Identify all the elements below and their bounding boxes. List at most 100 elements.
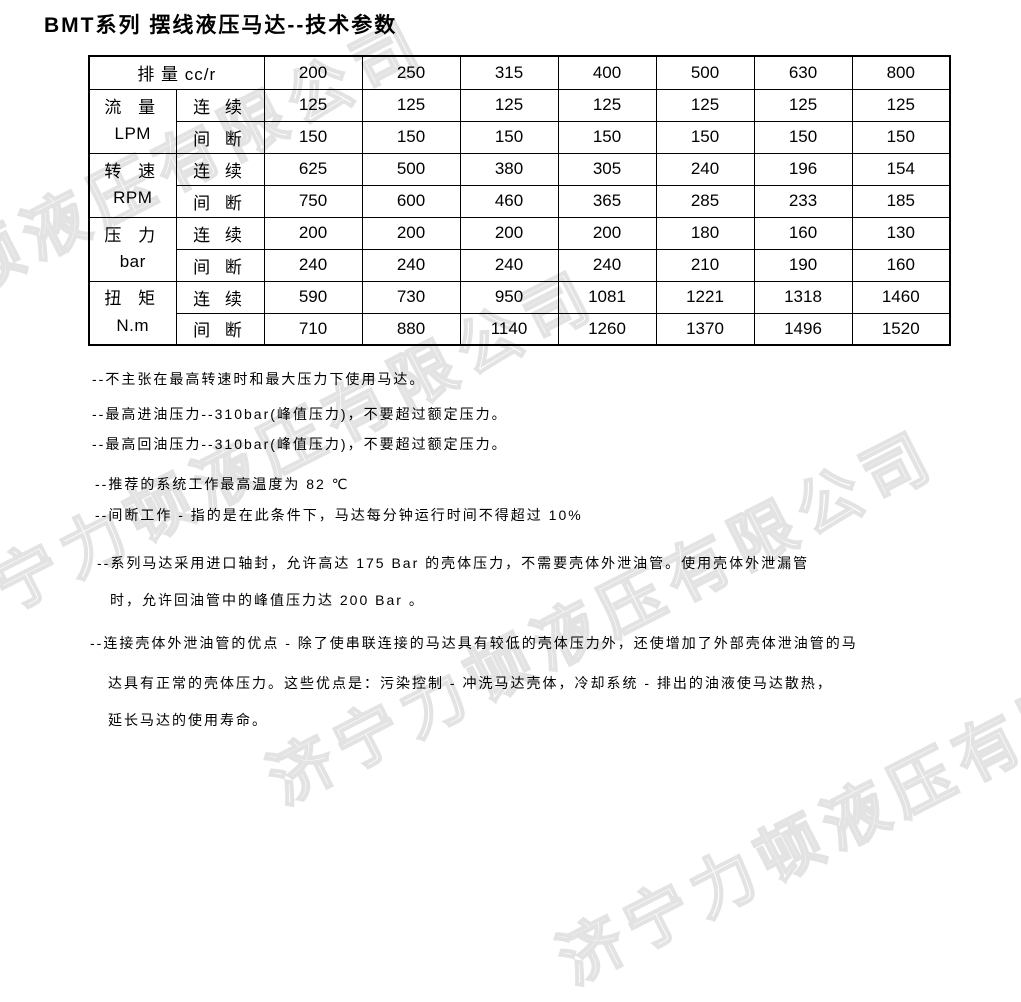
table-cell: 380 <box>459 152 559 186</box>
table-cell: 240 <box>557 248 657 282</box>
table-cell: 125 <box>459 88 559 122</box>
note-line: --最高回油压力--310bar(峰值压力)，不要超过额定压力。 <box>92 436 508 452</box>
table-cell: 160 <box>851 248 951 282</box>
table-row-flow-continuous: 流 量 LPM 连 续 125 125 125 125 125 125 125 <box>88 88 951 154</box>
table-cell: 625 <box>263 152 363 186</box>
table-cell: 130 <box>851 216 951 250</box>
document-page: 济宁力顿液压有限公司 济宁力顿液压有限公司 济宁力顿液压有限公司 济宁力顿液压有… <box>0 6 1021 998</box>
table-cell: 460 <box>459 184 559 218</box>
table-row-speed-continuous: 转 速 RPM 连 续 625 500 380 305 240 196 154 <box>88 152 951 218</box>
document-content: BMT系列 摆线液压马达--技术参数 排 量 cc/r 200 250 315 … <box>44 14 951 728</box>
table-cell: 196 <box>753 152 853 186</box>
table-row-pressure-continuous: 压 力 bar 连 续 200 200 200 200 180 160 130 <box>88 216 951 282</box>
group-name: 扭 矩 <box>104 289 162 309</box>
mode-label: 间 断 <box>175 184 265 218</box>
table-cell: 125 <box>557 88 657 122</box>
table-cell: 1140 <box>459 312 559 346</box>
displacement-header: 排 量 cc/r <box>88 55 265 90</box>
displacement-value: 250 <box>361 55 461 90</box>
note-line: 时，允许回油管中的峰值压力达 200 Bar 。 <box>110 592 425 608</box>
table-cell: 125 <box>753 88 853 122</box>
table-header-row: 排 量 cc/r 200 250 315 400 500 630 800 <box>88 55 951 90</box>
mode-label: 连 续 <box>175 280 265 314</box>
table-cell: 880 <box>361 312 461 346</box>
table-row-torque-intermittent: 间 断 710 880 1140 1260 1370 1496 1520 <box>89 312 951 346</box>
group-label-pressure: 压 力 bar <box>88 216 177 282</box>
note-line: 达具有正常的壳体压力。这些优点是：污染控制 - 冲洗马达壳体，冷却系统 - 排出… <box>108 675 833 691</box>
table-cell: 1318 <box>753 280 853 314</box>
table-cell: 150 <box>655 120 755 154</box>
table-cell: 240 <box>459 248 559 282</box>
table-cell: 180 <box>655 216 755 250</box>
mode-label: 连 续 <box>175 152 265 186</box>
group-name: 流 量 <box>104 97 162 117</box>
page-title: BMT系列 摆线液压马达--技术参数 <box>44 14 398 37</box>
mode-label: 连 续 <box>175 216 265 250</box>
table-cell: 150 <box>263 120 363 154</box>
table-cell: 150 <box>459 120 559 154</box>
displacement-value: 630 <box>753 55 853 90</box>
table-cell: 500 <box>361 152 461 186</box>
table-cell: 200 <box>557 216 657 250</box>
table-cell: 190 <box>753 248 853 282</box>
mode-label: 连 续 <box>175 88 265 122</box>
table-cell: 154 <box>851 152 951 186</box>
group-unit: N.m <box>116 315 150 335</box>
table-cell: 150 <box>557 120 657 154</box>
table-cell: 1496 <box>753 312 853 346</box>
group-label-speed: 转 速 RPM <box>88 152 177 218</box>
table-cell: 125 <box>361 88 461 122</box>
table-cell: 160 <box>753 216 853 250</box>
table-row-pressure-intermittent: 间 断 240 240 240 240 210 190 160 <box>89 248 951 282</box>
displacement-value: 800 <box>851 55 951 90</box>
table-cell: 210 <box>655 248 755 282</box>
table-cell: 950 <box>459 280 559 314</box>
note-line: --连接壳体外泄油管的优点 - 除了使串联连接的马达具有较低的壳体压力外，还使增… <box>90 635 858 651</box>
table-cell: 233 <box>753 184 853 218</box>
group-unit: RPM <box>113 188 153 207</box>
note-line: 延长马达的使用寿命。 <box>108 712 268 728</box>
table-cell: 240 <box>655 152 755 186</box>
table-cell: 1460 <box>851 280 951 314</box>
group-unit: bar <box>119 252 146 271</box>
table-cell: 365 <box>557 184 657 218</box>
table-cell: 600 <box>361 184 461 218</box>
note-line: --不主张在最高转速时和最大压力下使用马达。 <box>92 371 426 387</box>
table-cell: 1520 <box>851 312 951 346</box>
mode-label: 间 断 <box>175 120 265 154</box>
mode-label: 间 断 <box>175 248 265 282</box>
displacement-value: 315 <box>459 55 559 90</box>
table-cell: 710 <box>263 312 363 346</box>
table-cell: 750 <box>263 184 363 218</box>
table-cell: 305 <box>557 152 657 186</box>
spec-table: 排 量 cc/r 200 250 315 400 500 630 800 流 量… <box>88 55 951 346</box>
table-cell: 185 <box>851 184 951 218</box>
table-cell: 125 <box>851 88 951 122</box>
displacement-value: 400 <box>557 55 657 90</box>
table-row-speed-intermittent: 间 断 750 600 460 365 285 233 185 <box>89 184 951 218</box>
table-cell: 1081 <box>557 280 657 314</box>
table-row-torque-continuous: 扭 矩 N.m 连 续 590 730 950 1081 1221 1318 1… <box>88 280 951 346</box>
table-cell: 200 <box>263 216 363 250</box>
group-label-flow: 流 量 LPM <box>88 88 177 154</box>
note-line: --间断工作 - 指的是在此条件下，马达每分钟运行时间不得超过 10% <box>95 507 583 523</box>
note-line: --推荐的系统工作最高温度为 82 ℃ <box>95 476 350 492</box>
table-cell: 285 <box>655 184 755 218</box>
mode-label: 间 断 <box>175 312 265 346</box>
table-cell: 150 <box>851 120 951 154</box>
table-cell: 590 <box>263 280 363 314</box>
note-line: --最高进油压力--310bar(峰值压力)，不要超过额定压力。 <box>92 406 508 422</box>
displacement-value: 500 <box>655 55 755 90</box>
table-row-flow-intermittent: 间 断 150 150 150 150 150 150 150 <box>89 120 951 154</box>
table-cell: 125 <box>263 88 363 122</box>
group-label-torque: 扭 矩 N.m <box>88 280 177 346</box>
table-cell: 240 <box>263 248 363 282</box>
table-cell: 200 <box>361 216 461 250</box>
group-unit: LPM <box>114 124 151 143</box>
note-line: --系列马达采用进口轴封，允许高达 175 Bar 的壳体压力，不需要壳体外泄油… <box>97 555 810 571</box>
table-cell: 1370 <box>655 312 755 346</box>
table-cell: 240 <box>361 248 461 282</box>
displacement-value: 200 <box>263 55 363 90</box>
table-cell: 125 <box>655 88 755 122</box>
table-cell: 1221 <box>655 280 755 314</box>
